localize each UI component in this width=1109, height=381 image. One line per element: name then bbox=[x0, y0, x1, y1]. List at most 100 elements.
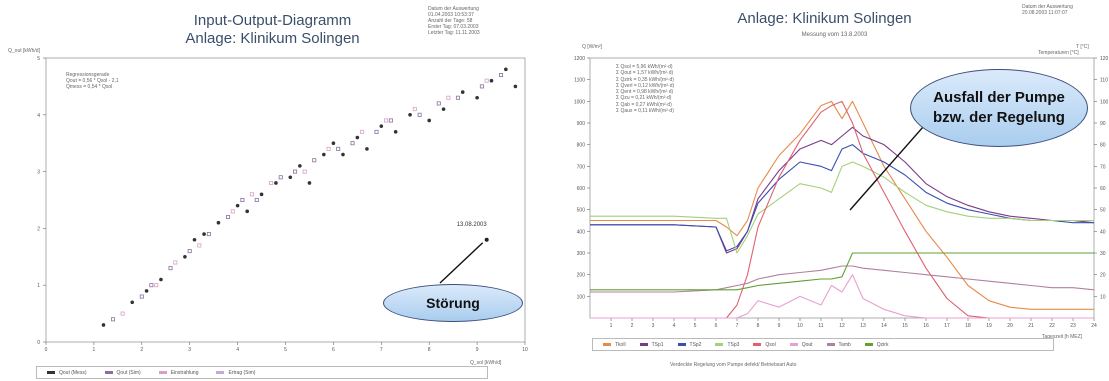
y-tick-label: 1100 bbox=[574, 78, 585, 84]
x-tick-label: 15 bbox=[902, 323, 908, 329]
right-line-chart: 1 2 3 4 5 6 7 8 9 10 11 12 13 14 15 16 17 18 19 20 21 22 23 241… bbox=[574, 56, 1109, 329]
right-right-axis-sub: Temperaturen [°C] bbox=[1038, 50, 1079, 56]
x-tick-label: 8 bbox=[428, 347, 431, 353]
info-line: Letzter Tag: 11.11.2003 bbox=[428, 30, 480, 36]
x-tick-label: 9 bbox=[778, 323, 781, 329]
data-point bbox=[230, 209, 235, 214]
x-tick-label: 22 bbox=[1049, 323, 1055, 329]
y-tick-label: 200 bbox=[577, 273, 586, 279]
info-line: Anzahl der Tage: 58 bbox=[428, 18, 473, 24]
fit-line: Qmess = 0,54 * Qsol bbox=[66, 84, 113, 90]
data-point bbox=[245, 209, 249, 214]
stat-line: Σ Qzu = 0,21 kWh/(m²·d) bbox=[616, 95, 672, 102]
fit-line: Regressionsgerade bbox=[66, 72, 110, 78]
callout-arrow bbox=[439, 242, 484, 284]
data-point bbox=[408, 113, 412, 117]
data-point bbox=[154, 283, 159, 288]
x-tick-label: 11 bbox=[818, 323, 823, 329]
right-subtitle: Messung vom 13.8.2003 bbox=[801, 32, 868, 38]
x-tick-label: 7 bbox=[380, 347, 383, 353]
data-point bbox=[307, 181, 312, 185]
x-tick-label: 1 bbox=[610, 323, 613, 329]
y2-tick-label: 80 bbox=[1100, 143, 1106, 149]
legend-item: Qzirk bbox=[864, 342, 888, 348]
data-point bbox=[331, 141, 336, 145]
y-tick-label: 400 bbox=[577, 229, 586, 235]
data-point bbox=[168, 266, 173, 271]
x-tick-label: 17 bbox=[944, 323, 950, 329]
y-tick-label: 3 bbox=[37, 170, 40, 176]
data-point bbox=[111, 317, 116, 322]
left-info-block: Datum der Auswertung 01.04.2003 10:53:37… bbox=[428, 6, 480, 36]
y2-tick-label: 20 bbox=[1100, 273, 1106, 279]
data-point bbox=[312, 158, 317, 163]
x-tick-label: 1 bbox=[93, 347, 96, 353]
right-stats: Σ Qsol = 5,96 kWh/(m²·d) Σ Qout = 1,57 k… bbox=[616, 64, 674, 114]
y-tick-label: 1000 bbox=[574, 99, 585, 105]
data-point bbox=[441, 107, 446, 111]
info-line: Datum der Auswertung bbox=[428, 6, 479, 12]
x-tick-label: 18 bbox=[965, 323, 971, 329]
data-point bbox=[130, 300, 135, 305]
left-legend: Qout (Mess) Qout (Sim) Einstrahlung Ertr… bbox=[36, 366, 488, 379]
y2-tick-label: 60 bbox=[1100, 186, 1106, 192]
left-x-axis-label: Q_sol [kWh/d] bbox=[470, 360, 502, 366]
stat-line: Σ Qab = 0,27 kWh/(m²·d) bbox=[616, 101, 672, 108]
data-point bbox=[120, 311, 125, 316]
legend-item: Tkoll bbox=[603, 342, 626, 348]
marker-date-label: 13.08.2003 bbox=[457, 222, 488, 228]
legend-item: Tamb bbox=[826, 342, 851, 348]
series-line-tsp1 bbox=[590, 126, 1095, 254]
data-point bbox=[489, 78, 494, 83]
x-tick-label: 20 bbox=[1007, 323, 1013, 329]
left-scatter-chart: 0 1 2 3 4 5 6 7 8 9 10 0 1 2 3 4 5 13.08.2003 bbox=[37, 56, 528, 353]
x-tick-label: 2 bbox=[140, 347, 143, 353]
left-title-line2: Anlage: Klinikum Solingen bbox=[185, 30, 360, 47]
stat-line: Σ Qout = 1,57 kWh/(m²·d) bbox=[616, 70, 674, 77]
y2-tick-label: 10 bbox=[1100, 294, 1106, 300]
x-tick-label: 0 bbox=[45, 347, 48, 353]
legend-item: Qout (Sim) bbox=[104, 370, 141, 376]
legend-item: TSp1 bbox=[639, 342, 664, 348]
input-output-panel: Input-Output-Diagramm Anlage: Klinikum S… bbox=[0, 0, 545, 381]
legend-item: TSp2 bbox=[677, 342, 701, 348]
y2-tick-label: 120 bbox=[1100, 56, 1109, 62]
data-point bbox=[139, 294, 144, 299]
fit-line: Qout = 0,56 * Qsol - 2,1 bbox=[66, 78, 119, 84]
left-title-line1: Input-Output-Diagramm bbox=[193, 12, 352, 29]
info-line: 20.08.2003 11:07:07 bbox=[1022, 10, 1068, 16]
data-point bbox=[479, 84, 484, 89]
legend-item: Qout (Mess) bbox=[47, 370, 87, 376]
y-tick-label: 0 bbox=[37, 340, 40, 346]
series-line-qout bbox=[590, 274, 1094, 319]
data-point bbox=[183, 254, 187, 259]
x-tick-label: 6 bbox=[715, 323, 718, 329]
right-bottom-note: Verdeckte Regelung vom Pumpe defekt/ Bet… bbox=[670, 362, 797, 368]
y2-tick-label: 40 bbox=[1100, 229, 1106, 235]
right-info-block: Datum der Auswertung 20.08.2003 11:07:07 bbox=[1022, 4, 1073, 16]
data-point bbox=[298, 164, 302, 168]
y-tick-label: 300 bbox=[577, 251, 586, 257]
right-legend: Tkoll TSp1 TSp2 TSp3 Qsol Qout Tamb Qzir… bbox=[592, 338, 1054, 351]
right-x-axis-label: Tageszeit [h MEZ] bbox=[1042, 334, 1083, 340]
y-tick-label: 1200 bbox=[574, 56, 585, 62]
x-tick-label: 10 bbox=[797, 323, 803, 329]
data-point bbox=[144, 289, 149, 293]
x-tick-label: 19 bbox=[986, 323, 992, 329]
data-point bbox=[427, 118, 432, 123]
right-right-axis-label: T [°C] bbox=[1076, 44, 1089, 50]
data-point bbox=[173, 260, 178, 265]
legend-item: Ertrag (Sim) bbox=[216, 370, 255, 376]
data-point bbox=[269, 180, 274, 185]
x-tick-label: 3 bbox=[188, 347, 191, 353]
data-point bbox=[206, 232, 211, 237]
x-tick-label: 13 bbox=[860, 323, 866, 329]
data-point bbox=[513, 84, 518, 89]
data-point bbox=[360, 129, 365, 134]
x-tick-label: 5 bbox=[284, 347, 287, 353]
legend-item: Qsol bbox=[753, 342, 776, 348]
y-tick-label: 4 bbox=[37, 113, 40, 119]
info-line: Erster Tag: 07.03.2003 bbox=[428, 24, 479, 30]
legend-item: Einstrahlung bbox=[158, 370, 198, 376]
x-tick-label: 5 bbox=[694, 323, 697, 329]
